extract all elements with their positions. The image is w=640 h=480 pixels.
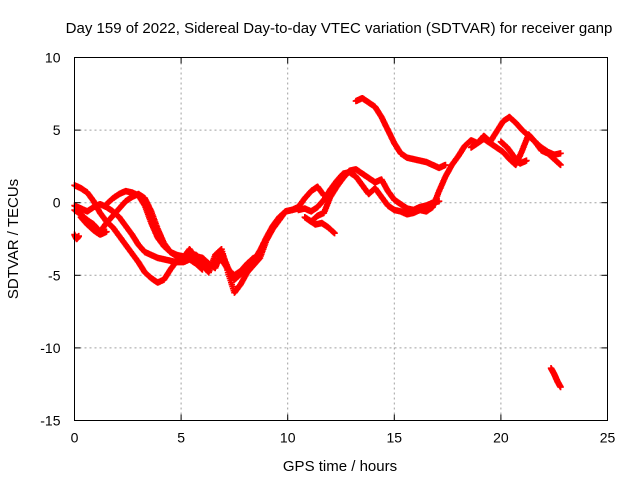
point-markers xyxy=(352,95,449,172)
point-markers xyxy=(71,201,302,283)
plot-frame xyxy=(74,57,608,421)
y-tick-label: 0 xyxy=(53,195,61,211)
point-markers xyxy=(71,231,82,243)
x-axis-label: GPS time / hours xyxy=(283,458,397,475)
series-track-4 xyxy=(103,187,206,273)
series-track-10 xyxy=(352,95,449,172)
y-tick-label: 10 xyxy=(45,50,61,66)
y-axis-label: SDTVAR / TECUs xyxy=(5,179,22,299)
point-markers xyxy=(305,216,338,237)
point-markers xyxy=(547,365,564,391)
point-markers xyxy=(467,131,564,169)
series-track-5 xyxy=(77,214,110,238)
point-markers xyxy=(497,138,530,167)
y-axis-ticks: -15 -10 -5 0 5 10 xyxy=(40,50,608,429)
x-tick-label: 25 xyxy=(600,430,616,446)
series-track-2 xyxy=(71,201,302,283)
point-markers xyxy=(301,166,443,225)
x-tick-label: 15 xyxy=(387,430,403,446)
series-track-12 xyxy=(497,138,530,167)
series-track-13 xyxy=(547,365,564,391)
grid-lines xyxy=(74,57,608,421)
y-tick-label: -5 xyxy=(48,267,61,283)
series-track-6 xyxy=(71,231,82,243)
series-track-8 xyxy=(301,166,443,225)
point-markers xyxy=(103,187,206,273)
series-track-11 xyxy=(467,131,564,169)
y-tick-label: -15 xyxy=(40,413,60,429)
chart-title: Day 159 of 2022, Sidereal Day-to-day VTE… xyxy=(66,20,613,37)
x-tick-label: 10 xyxy=(280,430,296,446)
x-tick-label: 5 xyxy=(177,430,185,446)
x-tick-label: 0 xyxy=(71,430,79,446)
data-points xyxy=(71,95,564,391)
x-tick-label: 20 xyxy=(493,430,509,446)
point-markers xyxy=(77,214,110,238)
series-track-9 xyxy=(305,216,338,237)
x-axis-ticks: 0 5 10 15 20 25 xyxy=(71,57,616,446)
y-tick-label: 5 xyxy=(53,122,61,138)
y-tick-label: -10 xyxy=(40,340,60,356)
